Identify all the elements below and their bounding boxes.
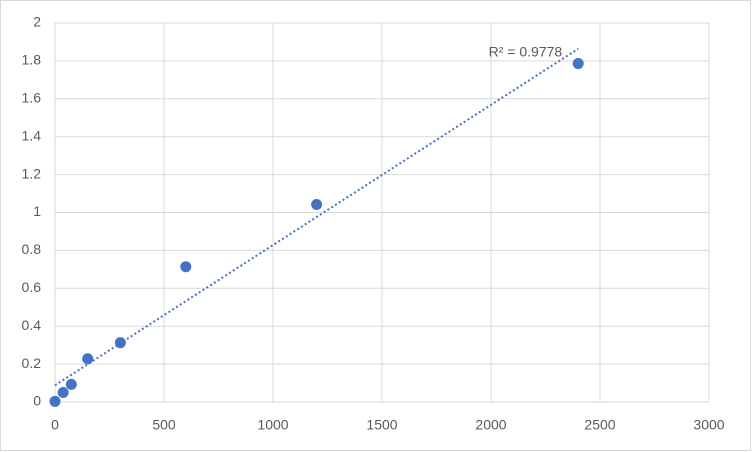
x-tick-label: 1500 [366, 417, 397, 433]
y-tick-label: 1.8 [22, 52, 42, 68]
point [180, 261, 192, 273]
point [114, 337, 126, 349]
y-tick-label: 0.4 [22, 317, 42, 333]
point [57, 387, 69, 399]
y-tick-label: 1.6 [22, 90, 42, 106]
trendline [54, 47, 579, 387]
y-tick-label: 0.8 [22, 241, 42, 257]
y-tick-label: 2 [33, 14, 41, 30]
x-tick-label: 3000 [693, 417, 724, 433]
x-tick-label: 2000 [475, 417, 506, 433]
y-tick-label: 0.2 [22, 355, 42, 371]
point [65, 378, 77, 390]
x-tick-label: 0 [51, 417, 59, 433]
x-tick-label: 500 [152, 417, 176, 433]
point [572, 58, 584, 70]
x-tick-label: 2500 [584, 417, 615, 433]
point [82, 353, 94, 365]
y-tick-label: 1 [33, 203, 41, 219]
point [49, 395, 61, 407]
y-tick-label: 1.2 [22, 165, 42, 181]
annotation: R² = 0.9778 [489, 43, 563, 59]
y-tick-label: 1.4 [22, 127, 42, 143]
y-tick-label: 0.6 [22, 279, 42, 295]
y-tick-label: 0 [33, 393, 41, 409]
point [311, 199, 323, 211]
x-tick-label: 1000 [257, 417, 288, 433]
